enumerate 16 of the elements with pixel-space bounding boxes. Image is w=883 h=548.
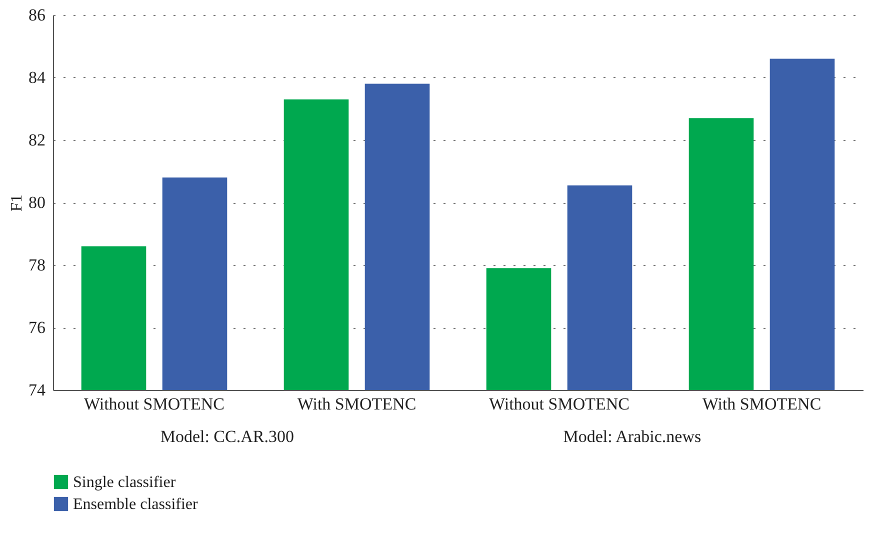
x-tick-label: With SMOTENC <box>702 394 822 414</box>
x-tick-label: Without SMOTENC <box>488 394 630 414</box>
y-axis-title: F1 <box>8 194 26 212</box>
legend-label: Ensemble classifier <box>73 496 199 513</box>
x-tick-label: With SMOTENC <box>297 394 416 414</box>
x-tick-label: Without SMOTENC <box>84 394 225 414</box>
y-tick-label: 86 <box>28 6 46 24</box>
y-tick-label: 80 <box>28 193 46 212</box>
legend-label: Single classifier <box>73 474 176 491</box>
text: Model: Arabic.news <box>563 427 702 446</box>
y-tick-label: 74 <box>28 380 46 400</box>
y-tick-label: 78 <box>28 256 46 274</box>
text: Model: CC.AR.300 <box>160 427 294 446</box>
y-tick-label: 82 <box>28 130 46 150</box>
y-tick-label: 84 <box>28 68 46 87</box>
y-tick-label: 76 <box>28 318 46 337</box>
